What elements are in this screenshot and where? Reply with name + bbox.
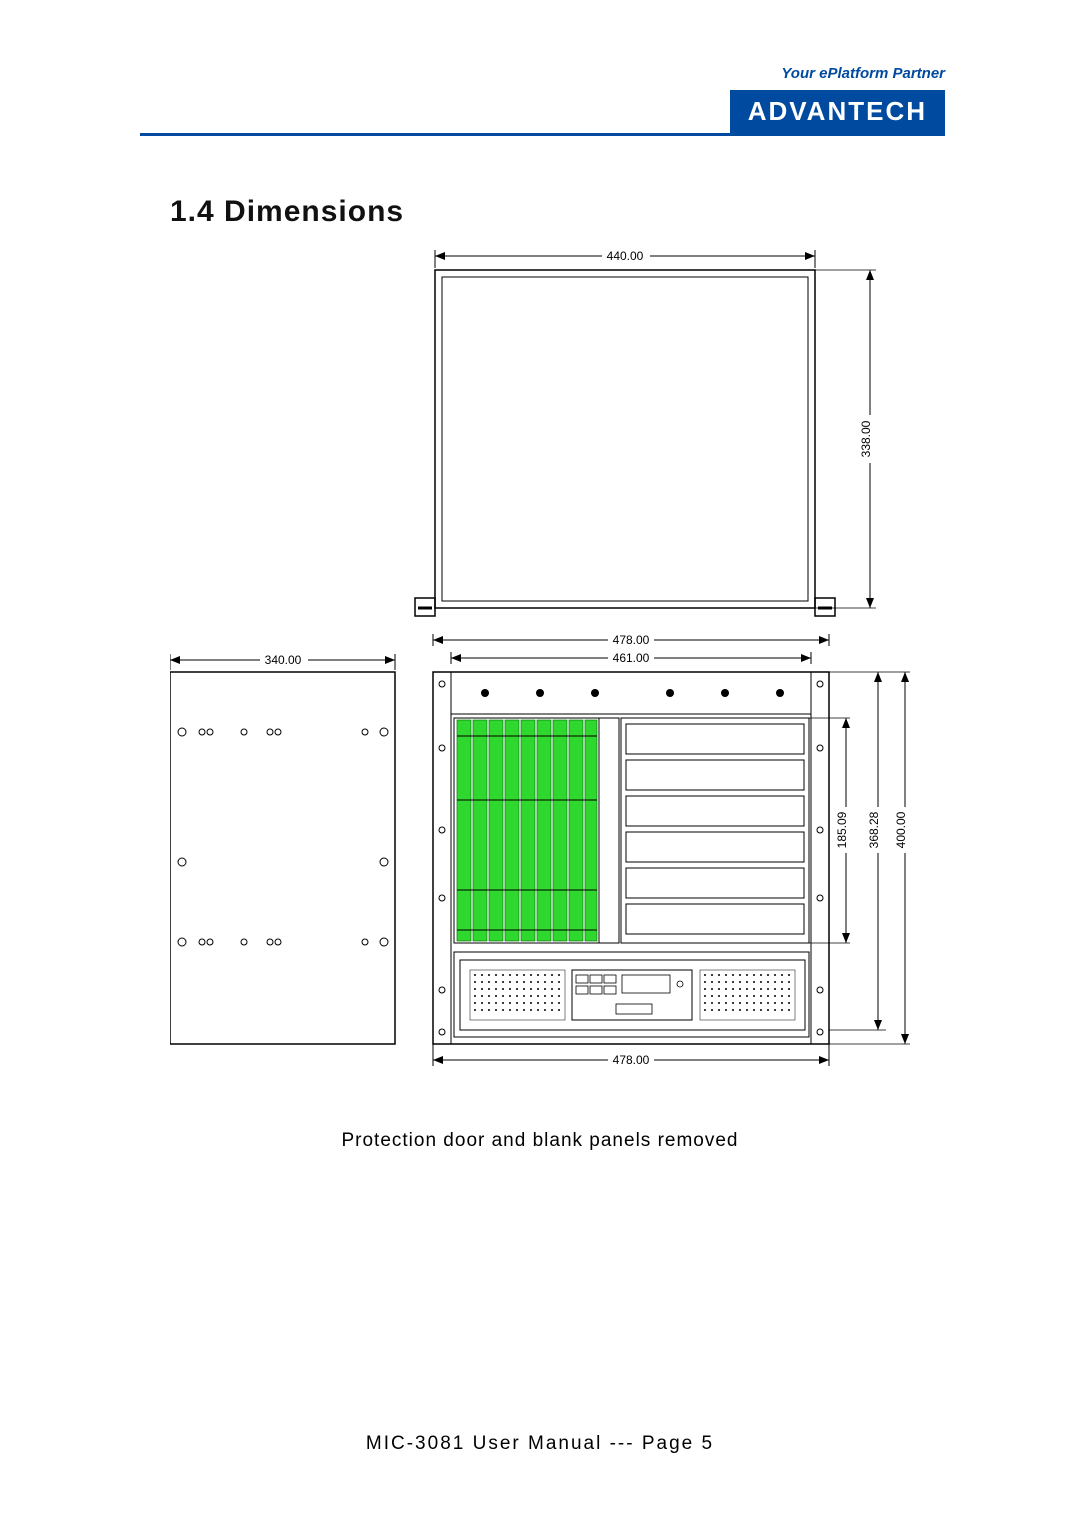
dim-front-inner-width: 461.00: [613, 651, 650, 665]
dim-front-h1: 185.09: [835, 811, 849, 848]
dim-front-bottom-width: 478.00: [613, 1053, 650, 1067]
dim-front-h2: 368.28: [867, 811, 881, 848]
dim-side-width: 340.00: [265, 653, 302, 667]
dim-top-height: 338.00: [859, 420, 873, 457]
header-divider: [140, 133, 945, 136]
section-title: 1.4 Dimensions: [170, 195, 404, 229]
dim-front-h3: 400.00: [894, 811, 908, 848]
brand-tagline: Your ePlatform Partner: [781, 65, 945, 82]
dim-top-width: 440.00: [607, 249, 644, 263]
dim-front-top-width: 478.00: [613, 633, 650, 647]
brand-logo-text: ADVANTECH: [748, 96, 927, 126]
diagram-caption: Protection door and blank panels removed: [0, 1130, 1080, 1152]
brand-logo: ADVANTECH: [730, 90, 945, 133]
dimensions-diagram: 440.00 338.00: [170, 240, 910, 1070]
page-footer: MIC-3081 User Manual --- Page 5: [0, 1433, 1080, 1455]
